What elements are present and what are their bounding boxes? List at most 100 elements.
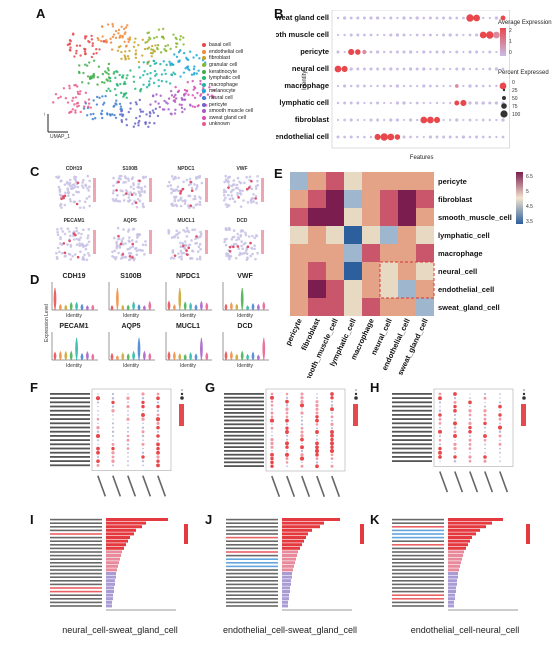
heatmap-cell (416, 172, 434, 190)
umap-cell-point (89, 113, 92, 116)
dotplot-dot (375, 16, 380, 20)
lr-col-label (157, 475, 167, 497)
lr-dot (270, 452, 274, 457)
feature-cell-point (120, 239, 124, 242)
dotplot-dot (475, 67, 478, 71)
lr-frame (265, 388, 346, 472)
feature-cell-point (253, 244, 256, 248)
dotplot-dot (402, 16, 406, 20)
go-bar (448, 593, 455, 597)
go-bar (106, 525, 142, 529)
heatmap-cell (308, 298, 326, 316)
go-term-label (392, 598, 444, 600)
feature-cell-point (200, 181, 204, 185)
dotplot-dot (382, 67, 386, 71)
feature-cell-point (180, 257, 183, 261)
dotplot-dot (488, 67, 492, 71)
lr-dot (484, 447, 486, 450)
feature-cell-point (121, 243, 125, 246)
umap-cell-point (62, 87, 66, 90)
go-term-label (392, 540, 444, 542)
umap-cell-point (179, 75, 182, 78)
umap-cell-point (142, 73, 145, 77)
umap-cell-point (165, 80, 168, 83)
go-bar (282, 575, 292, 579)
umap-cell-point (149, 103, 152, 106)
feature-cell-point (82, 186, 85, 189)
lr-pair-label (50, 443, 90, 446)
lr-dot (483, 438, 487, 442)
lr-dot (285, 426, 289, 430)
lr-pair-label (392, 439, 432, 441)
go-term-label (50, 547, 102, 550)
lr-dot (112, 418, 114, 420)
umap-cell-point (68, 111, 71, 115)
dotplot-dot (389, 118, 393, 122)
lr-dot (484, 451, 486, 454)
go-term-label (392, 533, 444, 535)
umap-cell-point (186, 57, 189, 61)
umap-cell-point (169, 62, 172, 66)
umap-cell-point (111, 113, 114, 116)
feature-cell-point (60, 206, 63, 209)
dotplot-dot (442, 84, 445, 88)
feature-cell-point (128, 236, 131, 239)
feature-cell-point (226, 203, 230, 207)
lr-dot (96, 425, 100, 430)
umap-cell-point (95, 51, 98, 55)
feature-cell-point (111, 250, 114, 254)
dotplot-dot (494, 67, 499, 71)
feature-cell-point (111, 191, 115, 195)
umap-cell-point (101, 72, 105, 76)
umap-cell-point (173, 112, 177, 115)
dotplot-dot (455, 33, 459, 37)
lr-dot (498, 404, 502, 409)
feature-cell-point (60, 179, 63, 183)
legend-label: pericyte (209, 101, 228, 108)
umap-cell-point (154, 61, 158, 65)
go-bar (448, 543, 468, 547)
lr-dot (156, 450, 160, 455)
lr-pair-label (50, 426, 90, 429)
violin-shape (75, 337, 78, 361)
umap-cell-point (129, 107, 132, 110)
lr-dot (269, 418, 275, 423)
feature-cell-point (86, 236, 90, 240)
lr-dot (301, 415, 303, 418)
umap-cell-point (75, 102, 78, 105)
dotplot-dot (363, 101, 366, 105)
lr-dot (127, 464, 129, 467)
caption-j: endothelial_cell-sweat_gland_cell (222, 625, 358, 635)
feature-high-point (130, 193, 134, 197)
feature-cell-point (172, 177, 175, 181)
heatmap-colorbar-tick: 4.5 (526, 204, 533, 210)
lr-dot (498, 442, 502, 446)
umap-cell-point (77, 104, 80, 108)
umap-cell-point (148, 114, 152, 118)
feature-colorbar (261, 230, 264, 254)
umap-cell-point (150, 44, 154, 48)
umap-cell-point (84, 48, 87, 51)
dotplot-dot (488, 84, 491, 88)
feature-cell-point (115, 240, 118, 244)
umap-cell-point (147, 125, 150, 128)
umap-cell-point (135, 102, 138, 106)
feature-cell-point (189, 182, 192, 186)
lr-pair-label (392, 451, 432, 454)
lr-dot (270, 441, 274, 446)
go-colorbar (360, 524, 364, 544)
heatmap-cell (326, 226, 344, 244)
lr-dot (141, 426, 145, 429)
dotplot-dot (495, 118, 498, 122)
lr-pair-label (50, 405, 90, 408)
go-bar (448, 575, 458, 579)
dotplot-dot (415, 33, 419, 37)
legend-swatch (202, 69, 206, 74)
umap-legend-item: pericyte (202, 101, 253, 108)
dotplot-dot (448, 118, 452, 122)
umap-cell-point (144, 41, 147, 44)
violin-shape (173, 351, 176, 361)
go-term-label (50, 522, 102, 524)
umap-cell-point (166, 102, 169, 105)
feature-cell-point (68, 178, 72, 182)
